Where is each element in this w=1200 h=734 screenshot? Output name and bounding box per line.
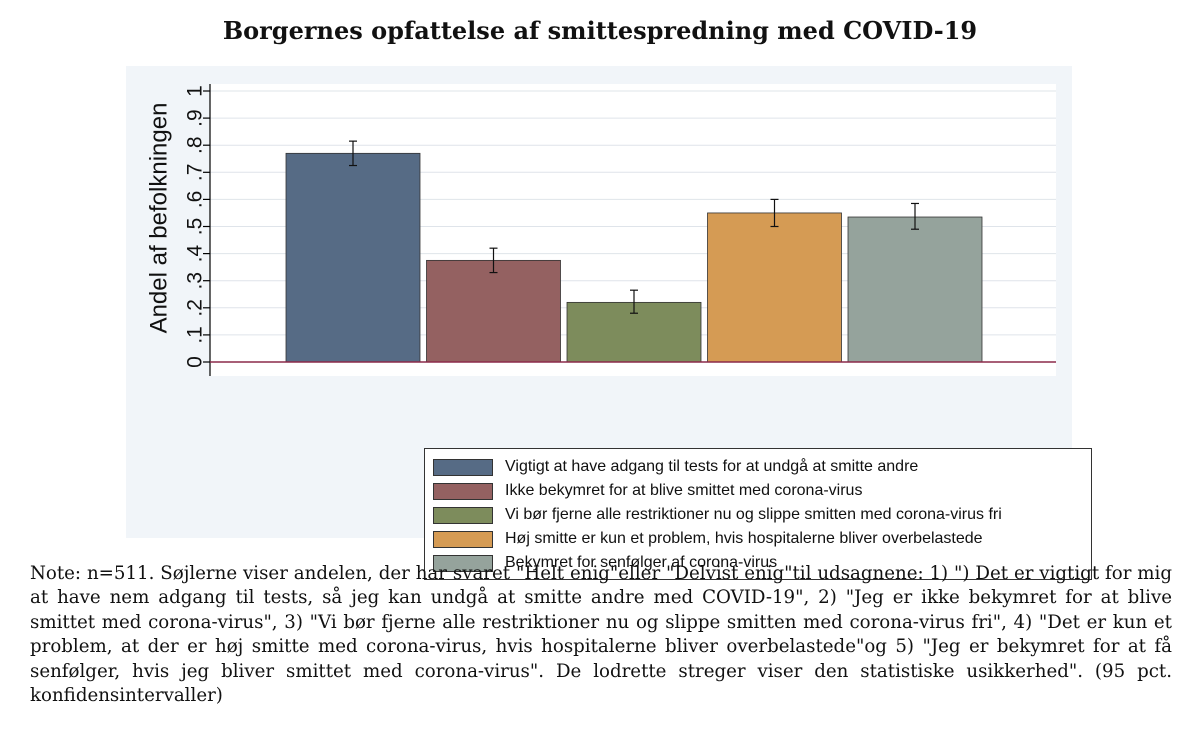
y-tick-label: .8 [184,136,207,154]
y-tick-label: .7 [184,164,207,182]
legend-label: Ikke bekymret for at blive smittet med c… [505,482,863,499]
bar [707,212,842,363]
legend-item: Høj smitte er kun et problem, hvis hospi… [433,527,1083,551]
y-tick-label: .3 [184,272,207,290]
legend-swatch [433,506,493,524]
legend-item: Vi bør fjerne alle restriktioner nu og s… [433,503,1083,527]
legend-swatch [433,482,493,500]
y-tick-label: 1 [184,85,207,97]
legend-label: Bekymret for senfølger af corona-virus [505,554,778,571]
y-tick-label: 0 [184,356,207,368]
chart-legend: Vigtigt at have adgang til tests for at … [424,448,1092,580]
legend-label: Vigtigt at have adgang til tests for at … [505,458,919,475]
legend-swatch [433,530,493,548]
y-tick-label: .4 [184,245,207,263]
chart-plot: 0 .1 .2 .3 .4 .5 .6 .7 .8 .9 1 Andel af befolkninge… [145,84,1056,376]
y-tick-label: .9 [184,109,207,127]
chart-panel: 0 .1 .2 .3 .4 .5 .6 .7 .8 .9 1 Andel af befolkninge… [126,66,1092,580]
bar [847,216,983,363]
y-tick-label: .2 [184,299,207,317]
y-tick-label: .1 [184,326,207,344]
legend-swatch [433,554,493,572]
y-tick-label: .6 [184,191,207,209]
legend-item: Bekymret for senfølger af corona-virus [433,551,1083,575]
legend-item: Ikke bekymret for at blive smittet med c… [433,479,1083,503]
legend-item: Vigtigt at have adgang til tests for at … [433,455,1083,479]
chart-note: Note: n=511. Søjlerne viser andelen, der… [30,563,1172,707]
y-axis-title: Andel af befolkningen [145,103,172,334]
legend-label: Høj smitte er kun et problem, hvis hospi… [505,530,983,547]
legend-swatch [433,458,493,476]
legend-label: Vi bør fjerne alle restriktioner nu og s… [505,506,1002,523]
bar [285,152,421,363]
bar [426,259,561,363]
y-tick-label: .5 [184,218,207,236]
chart-title: Borgernes opfattelse af smittespredning … [222,16,978,45]
